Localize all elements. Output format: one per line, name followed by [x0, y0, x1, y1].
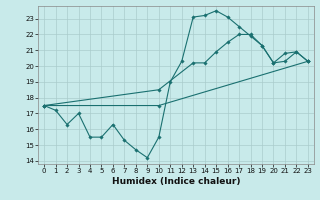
X-axis label: Humidex (Indice chaleur): Humidex (Indice chaleur) [112, 177, 240, 186]
